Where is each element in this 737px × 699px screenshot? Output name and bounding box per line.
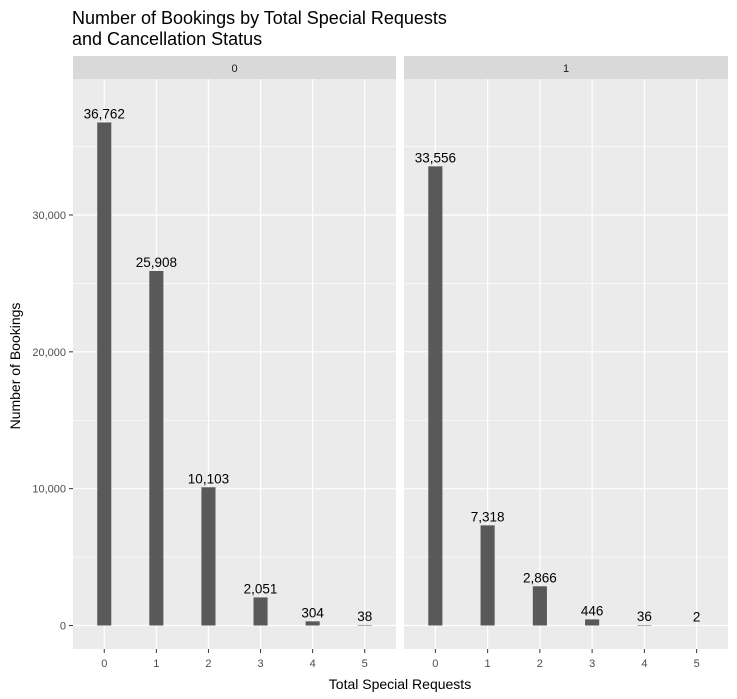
bar: [428, 166, 443, 626]
data-label: 2,866: [523, 570, 557, 585]
bar: [480, 525, 495, 626]
data-label: 38: [357, 609, 372, 624]
x-tick-label: 1: [153, 658, 159, 670]
y-tick-label: 10,000: [32, 484, 66, 496]
chart-title-line-2: and Cancellation Status: [72, 29, 262, 49]
x-tick-label: 5: [694, 658, 700, 670]
x-tick-label: 3: [257, 658, 263, 670]
bar: [97, 122, 112, 626]
data-label: 25,908: [136, 255, 177, 270]
x-tick-label: 0: [101, 658, 107, 670]
panel-background: [404, 79, 728, 649]
x-tick-label: 3: [589, 658, 595, 670]
x-tick-label: 4: [310, 658, 316, 670]
y-tick-label: 20,000: [32, 347, 66, 359]
facet-panel: 0 36,762 25,908 10,103 2,051 304 38 0 1 2 3 4 5: [73, 56, 396, 670]
data-label: 33,556: [415, 150, 456, 165]
y-tick-label: 30,000: [32, 210, 66, 222]
data-label: 2: [693, 609, 701, 624]
x-tick-label: 2: [205, 658, 211, 670]
bar: [253, 597, 268, 626]
bar: [305, 621, 320, 626]
x-tick-label: 4: [641, 658, 647, 670]
facet-strip: [73, 56, 396, 79]
y-axis-title: Number of Bookings: [7, 303, 23, 430]
x-tick-label: 5: [362, 658, 368, 670]
facet-strip-label: 0: [231, 63, 237, 75]
facet-strip-label: 1: [563, 63, 569, 75]
y-tick-label: 0: [60, 621, 66, 633]
facet-panel: 1 33,556 7,318 2,866 446 36 2 0 1 2 3 4 5: [404, 56, 728, 670]
y-axis: 0 10,000 20,000 30,000: [32, 210, 73, 633]
bar: [585, 619, 600, 626]
data-label: 304: [301, 605, 324, 620]
data-label: 446: [581, 603, 604, 618]
bar: [149, 270, 164, 626]
x-tick-label: 0: [432, 658, 438, 670]
bar: [357, 624, 372, 626]
x-axis-title: Total Special Requests: [329, 676, 471, 692]
facet-strip: [404, 56, 728, 79]
x-tick-label: 2: [537, 658, 543, 670]
data-label: 10,103: [188, 471, 229, 486]
panel-background: [73, 79, 396, 649]
data-label: 7,318: [471, 509, 505, 524]
bar: [201, 487, 216, 626]
data-label: 36: [637, 609, 652, 624]
chart-title-line-1: Number of Bookings by Total Special Requ…: [72, 8, 447, 28]
x-tick-label: 1: [485, 658, 491, 670]
bar: [532, 586, 547, 626]
data-label: 2,051: [244, 581, 278, 596]
data-label: 36,762: [84, 106, 125, 121]
